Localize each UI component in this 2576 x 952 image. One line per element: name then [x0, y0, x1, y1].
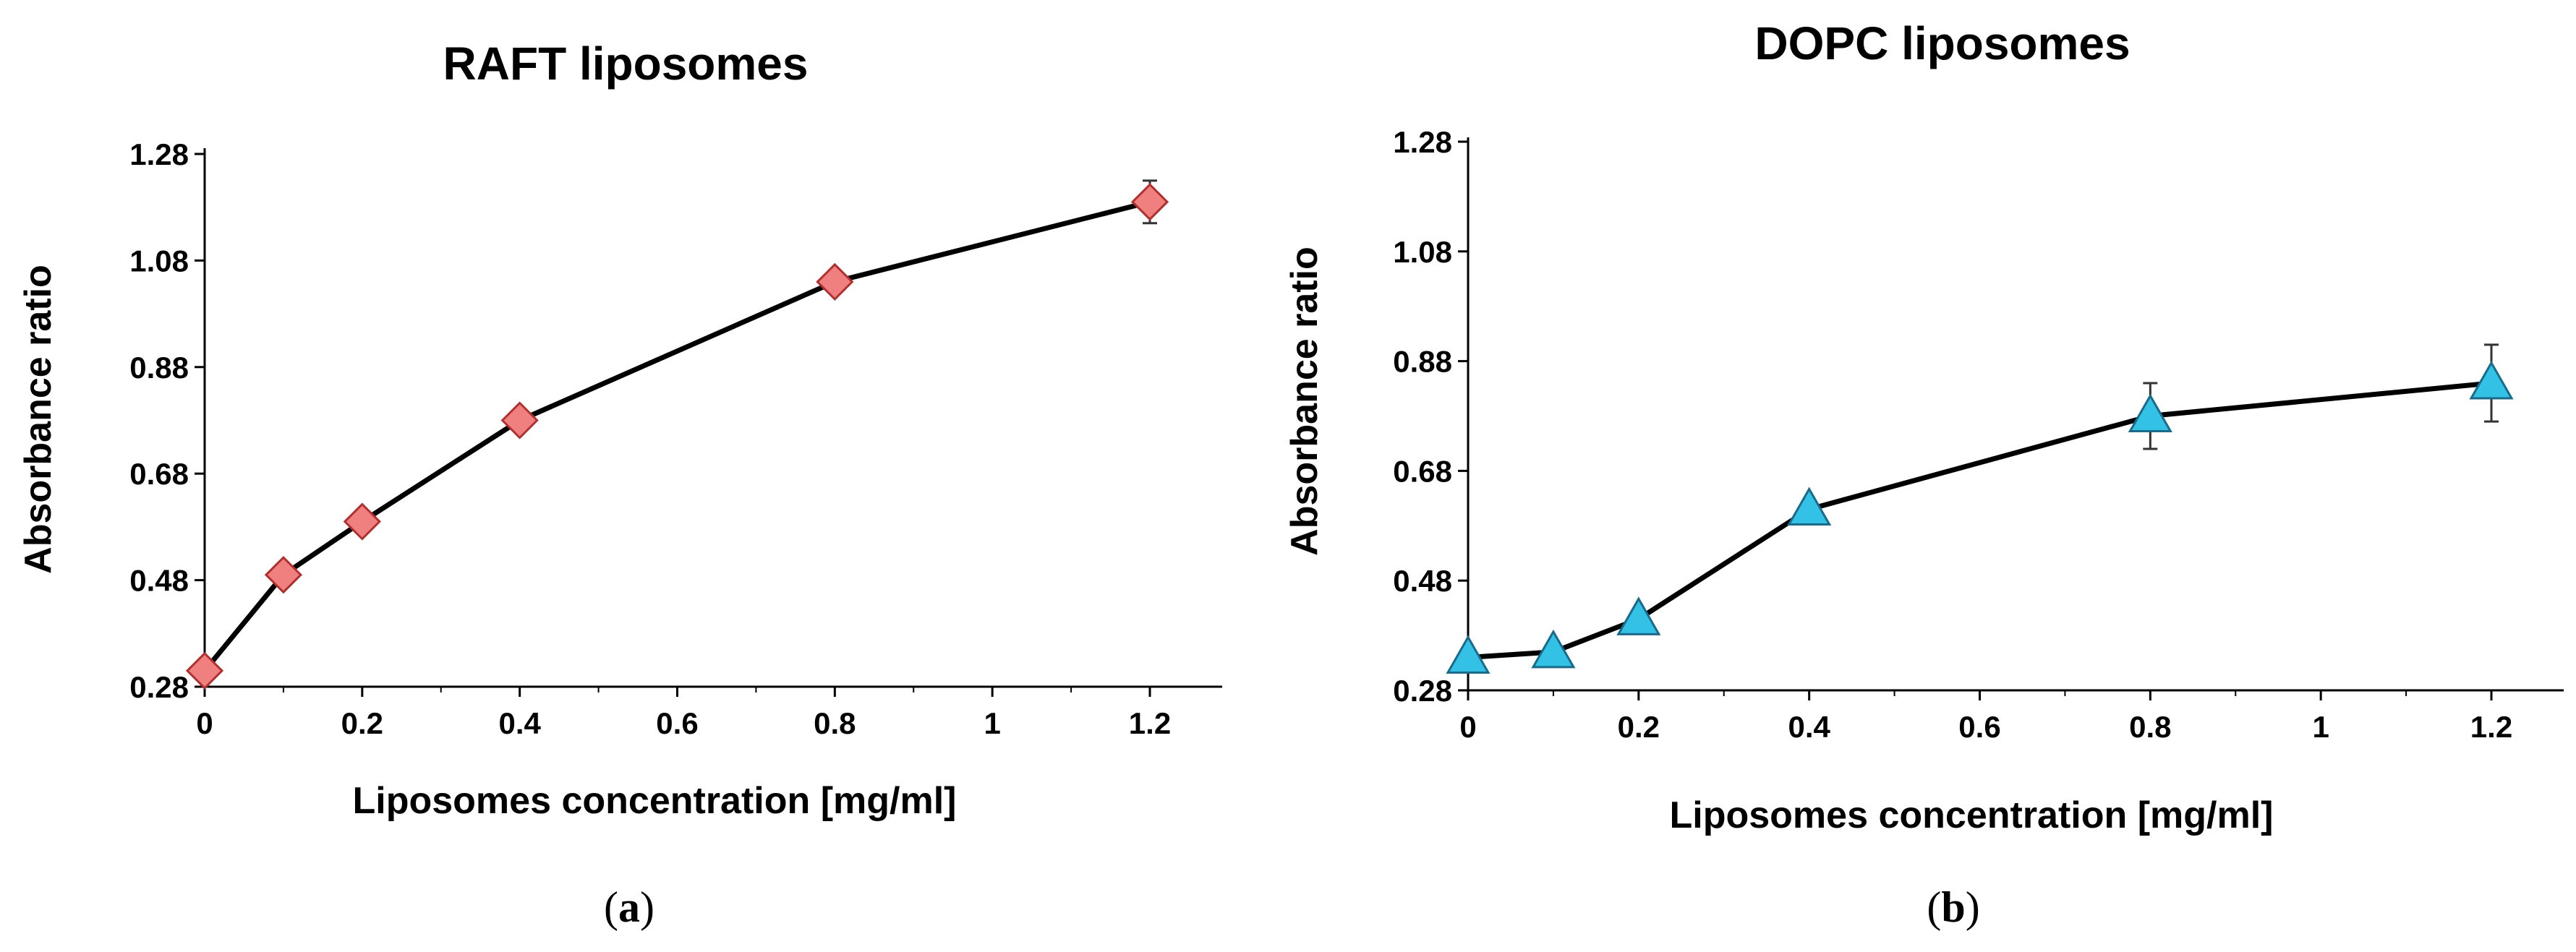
chart-a-caption: (a)	[604, 883, 654, 931]
chart-b-caption-open: (	[1927, 883, 1941, 931]
chart-b-x-tick-label: 0.2	[1618, 710, 1660, 744]
chart-a-data-point	[343, 502, 381, 541]
chart-b-caption: (b)	[1927, 883, 1979, 931]
chart-panel-b: DOPC liposomes Absorbance ratio Liposome…	[1288, 0, 2576, 952]
chart-a-data-point	[500, 401, 539, 439]
chart-b-plot-area: 0 0.2 0.4 0.6 0.8 1 1.2 0.28 0.48 0.68 0.88 1.08 1.2…	[1393, 125, 2564, 744]
chart-a-x-tick-label: 0.8	[814, 706, 856, 740]
chart-b-caption-letter: b	[1941, 883, 1965, 931]
chart-a-caption-open: (	[604, 883, 618, 931]
chart-b-y-tick-label: 0.88	[1393, 345, 1452, 379]
chart-a-x-tick-label: 0.4	[498, 706, 541, 740]
chart-a-plot-area: 0 0.2 0.4 0.6 0.8 1 1.2 0.28 0.48 0.68 0.88 1.08 1.2…	[129, 137, 1222, 740]
chart-b-series-line	[1467, 380, 2492, 660]
chart-a-data-point	[1130, 183, 1169, 221]
chart-a-y-tick-label: 0.68	[129, 457, 189, 491]
chart-a-y-tick-label: 0.48	[129, 564, 189, 598]
chart-a-caption-close: )	[640, 883, 654, 931]
chart-b-svg: DOPC liposomes Absorbance ratio Liposome…	[1288, 17, 2564, 931]
chart-b-data-point	[1531, 629, 1576, 669]
chart-b-y-tick-label: 1.08	[1393, 235, 1452, 269]
chart-a-y-tick-label: 1.28	[129, 137, 189, 171]
chart-b-y-tick-label: 1.28	[1393, 125, 1452, 159]
chart-a-x-tick-label: 0	[196, 706, 213, 740]
chart-a-x-tick-label: 0.6	[656, 706, 698, 740]
chart-b-x-tick-label: 0.6	[1958, 710, 2000, 744]
chart-a-title: RAFT liposomes	[443, 38, 809, 90]
chart-a-y-tick-label: 0.28	[129, 670, 189, 704]
chart-a-y-tick-label: 1.08	[129, 244, 189, 278]
chart-b-y-tick-label: 0.68	[1393, 454, 1452, 488]
chart-b-data-point	[1446, 635, 1490, 674]
chart-b-xlabel: Liposomes concentration [mg/ml]	[1670, 794, 2274, 836]
chart-b-data-point	[1787, 486, 1832, 526]
chart-b-data-point	[2469, 360, 2514, 400]
chart-b-ylabel: Absorbance ratio	[1288, 246, 1326, 556]
chart-a-data-point	[185, 651, 224, 690]
chart-b-y-tick-label: 0.48	[1393, 564, 1452, 598]
chart-a-x-tick-label: 1.2	[1129, 706, 1171, 740]
chart-b-title: DOPC liposomes	[1754, 17, 2130, 69]
chart-b-x-tick-label: 0	[1459, 710, 1476, 744]
chart-b-data-point	[2128, 393, 2172, 432]
chart-b-caption-close: )	[1966, 883, 1980, 931]
chart-a-data-point	[816, 262, 854, 301]
chart-a-x-tick-label: 1	[984, 706, 1000, 740]
chart-a-series-line	[202, 199, 1151, 673]
chart-a-data-point	[264, 556, 303, 594]
chart-panel-a: RAFT liposomes Absorbance ratio Liposome…	[17, 38, 1222, 931]
chart-a-ylabel: Absorbance ratio	[17, 265, 59, 574]
chart-b-x-tick-label: 0.8	[2129, 710, 2171, 744]
chart-a-caption-letter: a	[618, 883, 640, 931]
chart-a-svg: RAFT liposomes Absorbance ratio Liposome…	[17, 38, 1222, 931]
chart-b-x-tick-label: 0.4	[1788, 710, 1830, 744]
chart-b-data-point	[1616, 596, 1661, 635]
chart-a-y-tick-label: 0.88	[129, 351, 189, 385]
chart-a-x-tick-label: 0.2	[341, 706, 383, 740]
chart-b-y-tick-label: 0.28	[1393, 674, 1452, 708]
chart-a-xlabel: Liposomes concentration [mg/ml]	[353, 780, 957, 822]
chart-b-x-tick-label: 1.2	[2470, 710, 2512, 744]
chart-b-x-tick-label: 1	[2312, 710, 2329, 744]
